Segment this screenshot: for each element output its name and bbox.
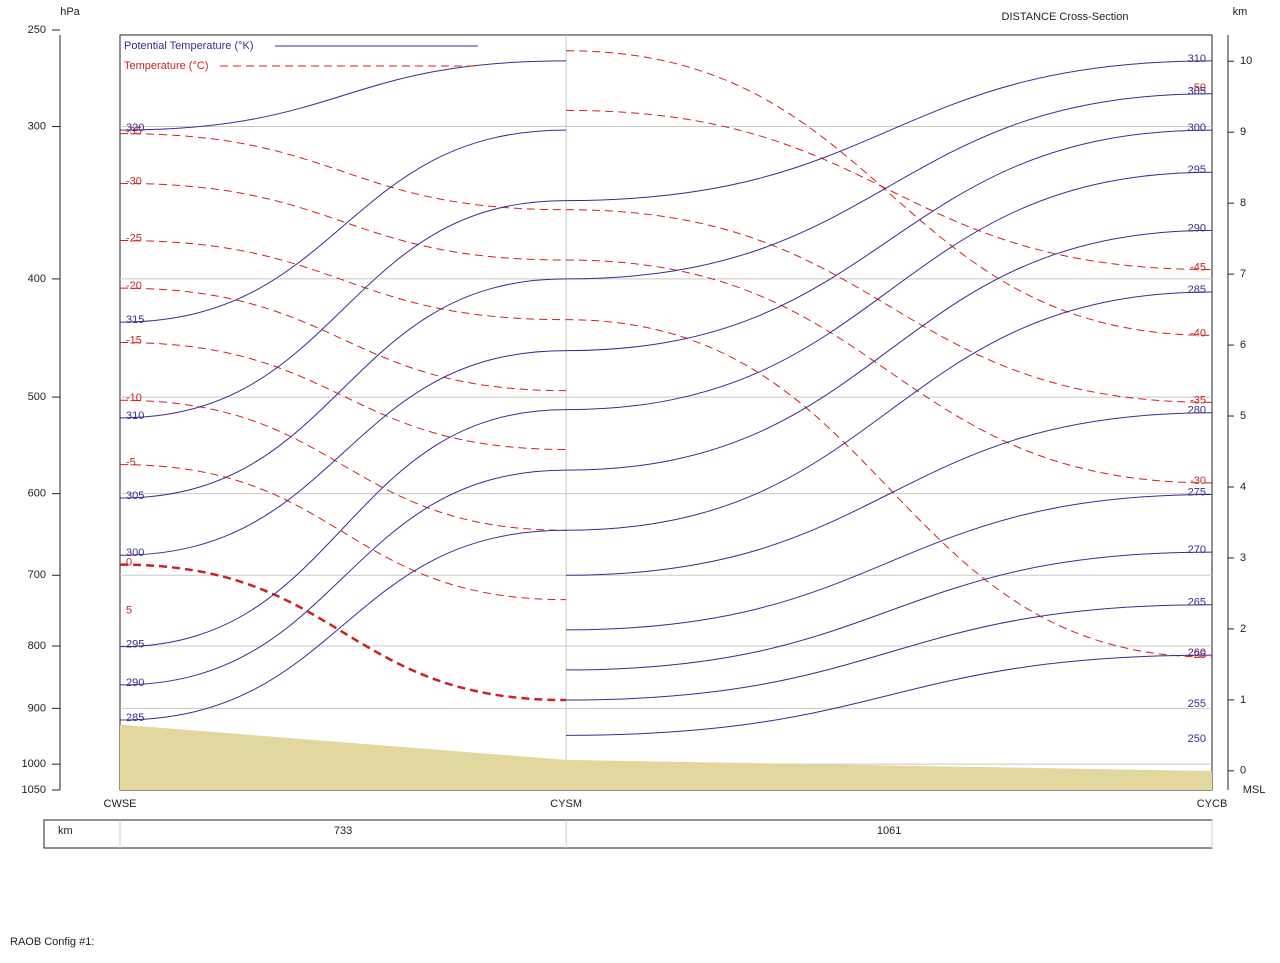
isotherm-label: -15 xyxy=(126,334,142,346)
y2-bottom-label: MSL xyxy=(1243,784,1266,796)
isentrope xyxy=(120,60,567,131)
y2-tick-label: 6 xyxy=(1240,339,1246,351)
y-tick-label: 600 xyxy=(28,488,46,500)
y-tick-label: 900 xyxy=(28,702,46,714)
isotherm xyxy=(120,464,567,601)
isentrope xyxy=(566,604,1212,701)
distance-value: 1061 xyxy=(877,825,901,837)
isentrope xyxy=(120,171,1212,648)
isentrope-label: 265 xyxy=(1188,597,1206,609)
isentrope xyxy=(120,129,567,323)
isentrope-label: 290 xyxy=(126,677,144,689)
plot-area xyxy=(120,50,1212,790)
isentrope xyxy=(120,291,1212,721)
isentrope xyxy=(120,93,1212,499)
y2-tick-label: 3 xyxy=(1240,552,1246,564)
y2-tick-label: 5 xyxy=(1240,410,1246,422)
isotherm-label: -35 xyxy=(1190,394,1206,406)
isentrope-label: 310 xyxy=(126,410,144,422)
plot-frame xyxy=(119,34,1213,791)
terrain xyxy=(120,724,1212,790)
y-tick-label: 1000 xyxy=(22,758,46,770)
y2-axis-label: km xyxy=(1233,6,1248,18)
isotherm xyxy=(120,341,567,450)
isotherm-label: -40 xyxy=(1190,327,1206,339)
isotherm xyxy=(120,239,1212,658)
isentrope-label: 255 xyxy=(1188,698,1206,710)
isotherm-label: -35 xyxy=(126,125,142,137)
y-tick-label: 800 xyxy=(28,640,46,652)
isotherm-label: -30 xyxy=(126,175,142,187)
isotherm xyxy=(120,287,567,392)
y-tick-label: 500 xyxy=(28,391,46,403)
isotherm xyxy=(120,563,567,702)
isentrope xyxy=(566,412,1212,576)
isentrope-label: 250 xyxy=(1188,733,1206,745)
isentrope xyxy=(566,654,1212,736)
isotherm-label: -50 xyxy=(1190,82,1206,94)
y2-tick-label: 2 xyxy=(1240,623,1246,635)
footer: RAOB Config #1: xyxy=(10,936,94,948)
isentrope xyxy=(120,60,1212,419)
distance-box xyxy=(43,819,1213,849)
isotherm-label: -45 xyxy=(1190,261,1206,273)
legend-label: Potential Temperature (°K) xyxy=(124,40,254,52)
isotherm-label: -30 xyxy=(1190,475,1206,487)
y2-tick-label: 4 xyxy=(1240,481,1246,493)
isotherm-label: -25 xyxy=(1190,649,1206,661)
isentrope-label: 295 xyxy=(1188,164,1206,176)
grid xyxy=(120,35,1212,790)
isotherm xyxy=(566,109,1212,271)
y-tick-label: 1050 xyxy=(22,784,46,796)
isentrope-label: 320 xyxy=(126,122,144,134)
isentrope xyxy=(120,129,1212,556)
isentrope-label: 300 xyxy=(126,547,144,559)
isentrope-label: 305 xyxy=(126,490,144,502)
isotherm-label: -25 xyxy=(126,232,142,244)
isentrope-label: 275 xyxy=(1188,486,1206,498)
isentrope-label: 315 xyxy=(126,314,144,326)
station-label: CWSE xyxy=(104,798,137,810)
isentrope xyxy=(566,494,1212,631)
y-tick-label: 300 xyxy=(28,120,46,132)
isentrope-label: 260 xyxy=(1188,647,1206,659)
isentrope-label: 300 xyxy=(1188,122,1206,134)
y-axis-label: hPa xyxy=(60,6,80,18)
y-tick-label: 400 xyxy=(28,273,46,285)
isentrope-label: 295 xyxy=(126,639,144,651)
isotherm xyxy=(566,50,1212,336)
isentrope xyxy=(566,551,1212,671)
station-label: CYCB xyxy=(1197,798,1228,810)
isentrope-label: 290 xyxy=(1188,222,1206,234)
isotherm-label: 5 xyxy=(126,604,132,616)
y2-tick-label: 1 xyxy=(1240,694,1246,706)
y2-tick-label: 10 xyxy=(1240,55,1252,67)
y-tick-label: 700 xyxy=(28,569,46,581)
y2-tick-label: 9 xyxy=(1240,126,1246,138)
isentrope-label: 270 xyxy=(1188,544,1206,556)
y-tick-label: 250 xyxy=(28,24,46,36)
y2-tick-label: 0 xyxy=(1240,765,1246,777)
isotherm-label: -5 xyxy=(126,457,136,469)
isentrope-label: 305 xyxy=(1188,86,1206,98)
isentrope-label: 310 xyxy=(1188,53,1206,65)
isentrope-label: 285 xyxy=(126,712,144,724)
isentrope-label: 280 xyxy=(1188,405,1206,417)
isotherm-label: 0 xyxy=(126,556,132,568)
isentrope-label: 285 xyxy=(1188,284,1206,296)
y2-tick-label: 8 xyxy=(1240,197,1246,209)
isentrope xyxy=(120,229,1212,686)
isotherm-label: -20 xyxy=(126,280,142,292)
isotherm xyxy=(120,399,567,531)
legend-label: Temperature (°C) xyxy=(124,60,208,72)
isotherm-label: -10 xyxy=(126,392,142,404)
distance-value: 733 xyxy=(334,825,352,837)
station-label: CYSM xyxy=(550,798,582,810)
y2-tick-label: 7 xyxy=(1240,268,1246,280)
chart-title: DISTANCE Cross-Section xyxy=(1002,11,1129,23)
distance-label: km xyxy=(58,825,73,837)
